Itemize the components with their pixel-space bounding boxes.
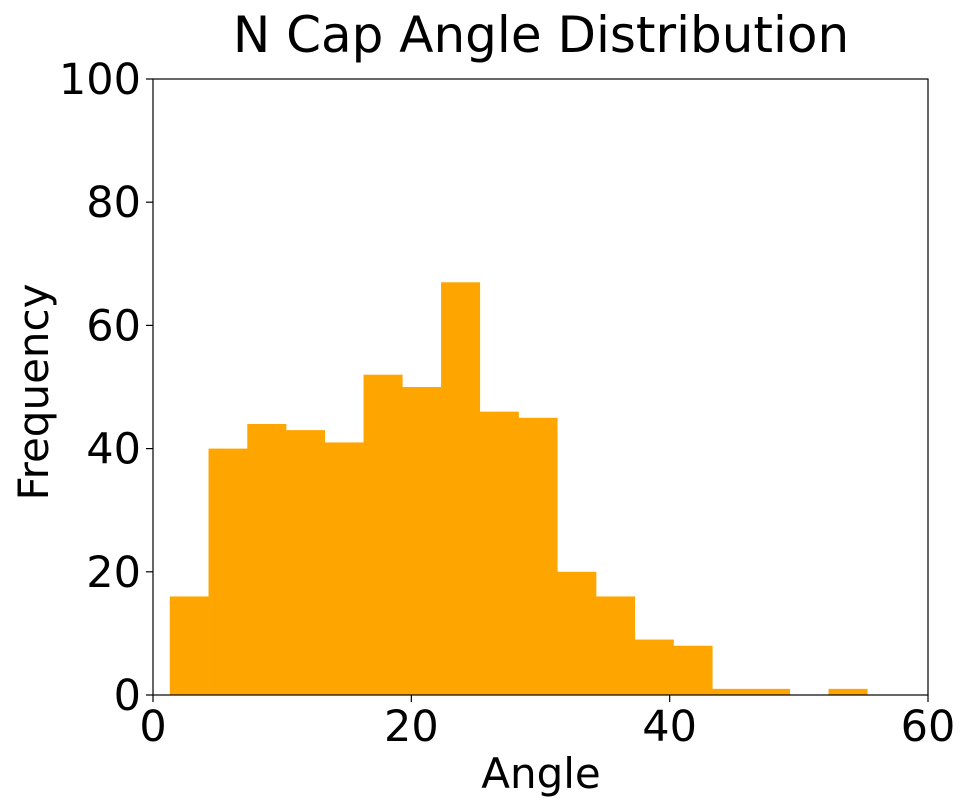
x-tick-label: 0 xyxy=(139,702,166,752)
bars-group xyxy=(169,282,868,695)
y-axis-label: Frequency xyxy=(9,284,58,501)
x-tick-label: 40 xyxy=(642,702,697,752)
histogram-bar xyxy=(441,282,481,695)
histogram-bar xyxy=(712,688,752,695)
y-tick-label: 60 xyxy=(86,301,141,351)
histogram-bar xyxy=(479,411,519,695)
plot-frame xyxy=(152,78,929,696)
y-tick-label: 0 xyxy=(114,671,141,721)
y-tick-label: 40 xyxy=(86,425,141,475)
x-axis-label: Angle xyxy=(481,749,601,798)
x-tick-label: 60 xyxy=(901,702,956,752)
histogram-bar xyxy=(596,596,636,695)
histogram-bar xyxy=(828,688,868,695)
histogram-bar xyxy=(634,639,674,695)
x-axis-ticks: 0 20 40 60 xyxy=(139,695,955,752)
histogram-bar xyxy=(363,374,403,695)
y-axis-ticks: 0 20 40 60 80 100 xyxy=(59,55,153,721)
histogram-bar xyxy=(324,442,364,695)
histogram-bar xyxy=(169,596,209,695)
histogram-bar xyxy=(518,417,558,695)
histogram-bar xyxy=(208,448,248,695)
histogram-bar xyxy=(286,430,326,695)
chart-title: N Cap Angle Distribution xyxy=(233,6,849,64)
y-tick-label: 20 xyxy=(86,548,141,598)
histogram-bar xyxy=(751,688,791,695)
histogram-bar xyxy=(402,387,442,695)
histogram-bar xyxy=(673,645,713,695)
x-tick-label: 20 xyxy=(384,702,439,752)
histogram-bar xyxy=(247,423,287,695)
y-tick-label: 80 xyxy=(86,178,141,228)
y-tick-label: 100 xyxy=(59,55,141,105)
histogram-bar xyxy=(557,571,597,695)
